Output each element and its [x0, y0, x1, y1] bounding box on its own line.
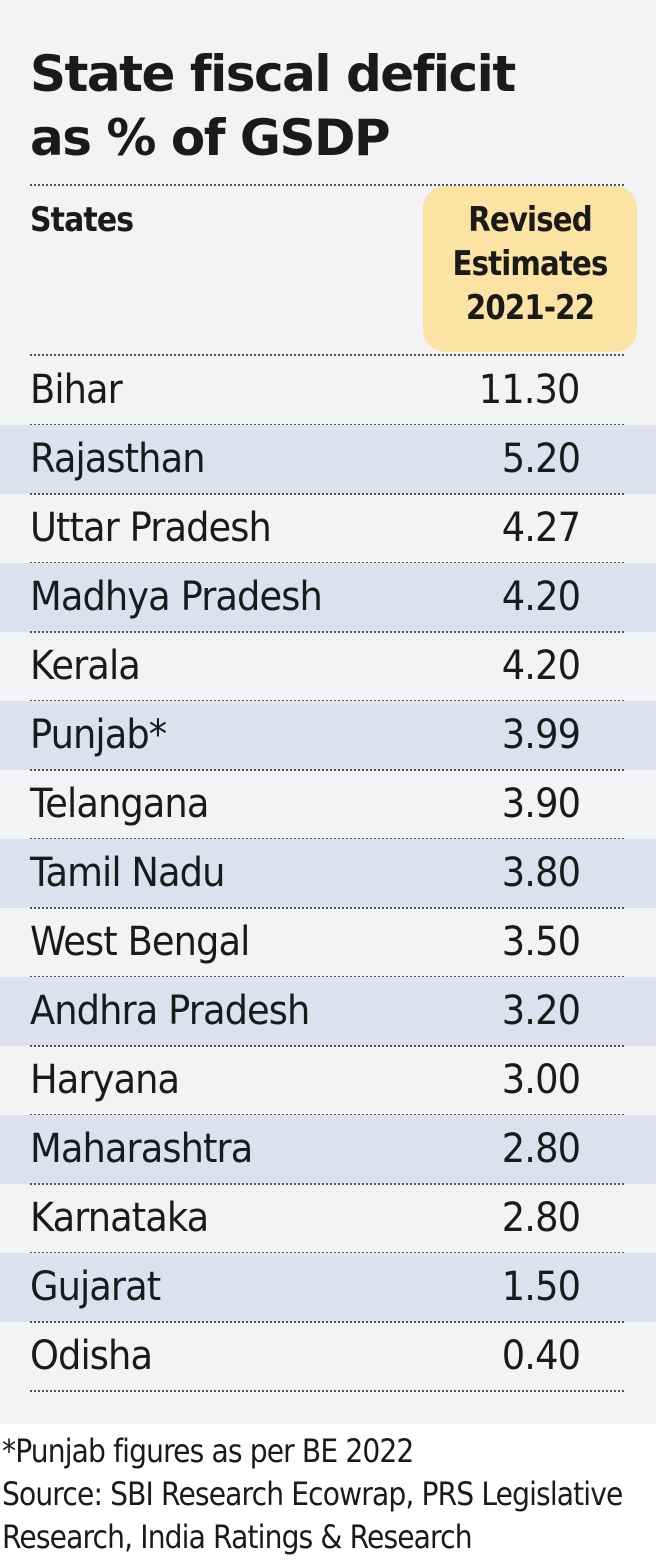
row-divider — [30, 1390, 624, 1392]
chart-title-line-1: State fiscal deficit — [30, 45, 516, 103]
deficit-value: 3.50 — [501, 919, 581, 965]
state-name: Punjab* — [30, 712, 167, 758]
table-row: Andhra Pradesh 3.20 — [0, 977, 656, 1047]
state-name: Tamil Nadu — [30, 850, 225, 896]
state-name: Haryana — [30, 1057, 180, 1103]
chart-title: State fiscal deficit as % of GSDP — [30, 42, 630, 170]
header-top-divider — [30, 184, 624, 186]
table-row: Kerala 4.20 — [0, 632, 656, 702]
source-line-2: Research, India Ratings & Research — [2, 1518, 473, 1556]
row-divider — [30, 631, 624, 633]
table-row: West Bengal 3.50 — [0, 908, 656, 978]
deficit-value: 2.80 — [501, 1195, 581, 1241]
table-row: Uttar Pradesh 4.27 — [0, 494, 656, 564]
table-row: Odisha 0.40 — [0, 1322, 656, 1392]
source-line-1: Source: SBI Research Ecowrap, PRS Legisl… — [2, 1475, 623, 1513]
table-row: Maharashtra 2.80 — [0, 1115, 656, 1185]
table-row: Karnataka 2.80 — [0, 1184, 656, 1254]
deficit-value: 1.50 — [501, 1264, 581, 1310]
deficit-value: 0.40 — [501, 1333, 581, 1379]
state-name: Karnataka — [30, 1195, 209, 1241]
row-divider — [30, 907, 624, 909]
table-row: Madhya Pradesh 4.20 — [0, 563, 656, 633]
state-name: Uttar Pradesh — [30, 505, 272, 551]
deficit-value: 3.80 — [501, 850, 581, 896]
table-row: Haryana 3.00 — [0, 1046, 656, 1116]
column-header-line-3: 2021-22 — [465, 288, 595, 328]
state-name: Andhra Pradesh — [30, 988, 310, 1034]
table-row: Tamil Nadu 3.80 — [0, 839, 656, 909]
table-row: Bihar 11.30 — [0, 356, 656, 426]
deficit-value: 11.30 — [479, 367, 581, 413]
row-divider — [30, 769, 624, 771]
column-header-line-1: Revised — [468, 200, 592, 240]
state-name: Rajasthan — [30, 436, 206, 482]
state-name: Gujarat — [30, 1264, 161, 1310]
column-header-states: States — [30, 200, 134, 240]
chart-title-line-2: as % of GSDP — [30, 109, 391, 167]
state-name: Bihar — [30, 367, 123, 413]
deficit-value: 3.00 — [501, 1057, 581, 1103]
deficit-value: 2.80 — [501, 1126, 581, 1172]
deficit-value: 5.20 — [501, 436, 581, 482]
table-row: Punjab* 3.99 — [0, 701, 656, 771]
table-row: Telangana 3.90 — [0, 770, 656, 840]
table-row: Rajasthan 5.20 — [0, 425, 656, 495]
row-divider — [30, 1321, 624, 1323]
deficit-value: 4.20 — [501, 574, 581, 620]
footer: *Punjab figures as per BE 2022 Source: S… — [2, 1430, 658, 1559]
column-header-revised-estimates: Revised Estimates 2021-22 — [423, 186, 637, 352]
state-name: Madhya Pradesh — [30, 574, 323, 620]
deficit-value: 3.99 — [501, 712, 581, 758]
state-name: Odisha — [30, 1333, 153, 1379]
state-name: West Bengal — [30, 919, 250, 965]
deficit-value: 4.20 — [501, 643, 581, 689]
deficit-value: 3.90 — [501, 781, 581, 827]
footnote: *Punjab figures as per BE 2022 — [2, 1432, 414, 1470]
column-header-line-2: Estimates — [452, 244, 608, 284]
state-name: Telangana — [30, 781, 209, 827]
table-row: Gujarat 1.50 — [0, 1253, 656, 1323]
deficit-value: 3.20 — [501, 988, 581, 1034]
deficit-value: 4.27 — [501, 505, 581, 551]
header-bottom-divider — [30, 354, 624, 356]
state-name: Maharashtra — [30, 1126, 253, 1172]
row-divider — [30, 1183, 624, 1185]
row-divider — [30, 493, 624, 495]
state-name: Kerala — [30, 643, 141, 689]
table-body: Bihar 11.30 Rajasthan 5.20 Uttar Pradesh 4.27… — [0, 356, 656, 1392]
row-divider — [30, 1045, 624, 1047]
